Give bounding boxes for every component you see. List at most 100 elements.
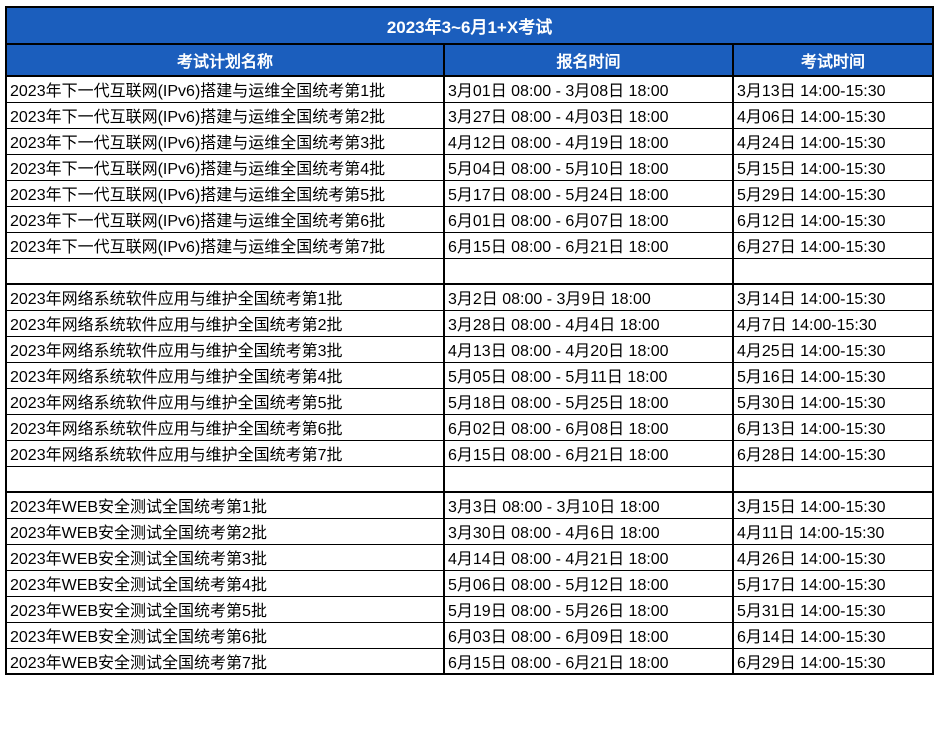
cell-signup-time <box>443 257 734 285</box>
cell-signup-time: 6月15日 08:00 - 6月21日 18:00 <box>443 439 734 467</box>
cell-plan-name: 2023年下一代互联网(IPv6)搭建与运维全国统考第2批 <box>5 101 445 129</box>
cell-plan-name <box>5 257 445 285</box>
cell-plan-name: 2023年WEB安全测试全国统考第1批 <box>5 491 445 519</box>
cell-signup-time: 5月18日 08:00 - 5月25日 18:00 <box>443 387 734 415</box>
cell-plan-name: 2023年下一代互联网(IPv6)搭建与运维全国统考第3批 <box>5 127 445 155</box>
column-header-plan-name: 考试计划名称 <box>5 43 445 77</box>
cell-signup-time: 3月3日 08:00 - 3月10日 18:00 <box>443 491 734 519</box>
cell-exam-time <box>731 257 935 285</box>
cell-exam-time: 3月13日 14:00-15:30 <box>731 75 935 103</box>
spacer-row <box>5 257 935 285</box>
table-row: 2023年WEB安全测试全国统考第2批 3月30日 08:00 - 4月6日 18… <box>5 517 935 545</box>
column-header-exam-time: 考试时间 <box>731 43 935 77</box>
cell-exam-time: 4月25日 14:00-15:30 <box>731 335 935 363</box>
table-row: 2023年WEB安全测试全国统考第4批 5月06日 08:00 - 5月12日 1… <box>5 569 935 597</box>
table-row: 2023年下一代互联网(IPv6)搭建与运维全国统考第2批 3月27日 08:00… <box>5 101 935 129</box>
cell-exam-time: 6月12日 14:00-15:30 <box>731 205 935 233</box>
table-row: 2023年WEB安全测试全国统考第6批 6月03日 08:00 - 6月09日 1… <box>5 621 935 649</box>
cell-plan-name: 2023年WEB安全测试全国统考第2批 <box>5 517 445 545</box>
cell-signup-time: 6月01日 08:00 - 6月07日 18:00 <box>443 205 734 233</box>
title-row: 2023年3~6月1+X考试 <box>4 6 935 45</box>
cell-signup-time: 3月30日 08:00 - 4月6日 18:00 <box>443 517 734 545</box>
cell-exam-time: 5月15日 14:00-15:30 <box>731 153 935 181</box>
cell-signup-time: 6月15日 08:00 - 6月21日 18:00 <box>443 647 734 675</box>
cell-plan-name: 2023年WEB安全测试全国统考第7批 <box>5 647 445 675</box>
exam-table-body: 2023年下一代互联网(IPv6)搭建与运维全国统考第1批 3月01日 08:00… <box>5 75 935 675</box>
cell-plan-name: 2023年网络系统软件应用与维护全国统考第2批 <box>5 309 445 337</box>
table-row: 2023年下一代互联网(IPv6)搭建与运维全国统考第6批 6月01日 08:00… <box>5 205 935 233</box>
cell-exam-time: 5月31日 14:00-15:30 <box>731 595 935 623</box>
cell-exam-time: 6月28日 14:00-15:30 <box>731 439 935 467</box>
cell-exam-time: 5月16日 14:00-15:30 <box>731 361 935 389</box>
table-title: 2023年3~6月1+X考试 <box>4 6 935 45</box>
table-row: 2023年WEB安全测试全国统考第1批 3月3日 08:00 - 3月10日 18… <box>5 491 935 519</box>
cell-exam-time: 4月24日 14:00-15:30 <box>731 127 935 155</box>
table-row: 2023年网络系统软件应用与维护全国统考第6批 6月02日 08:00 - 6月0… <box>5 413 935 441</box>
column-header-signup-time: 报名时间 <box>443 43 734 77</box>
cell-exam-time: 5月30日 14:00-15:30 <box>731 387 935 415</box>
cell-signup-time: 4月12日 08:00 - 4月19日 18:00 <box>443 127 734 155</box>
table-row: 2023年网络系统软件应用与维护全国统考第1批 3月2日 08:00 - 3月9日… <box>5 283 935 311</box>
table-row: 2023年下一代互联网(IPv6)搭建与运维全国统考第7批 6月15日 08:00… <box>5 231 935 259</box>
cell-exam-time: 3月14日 14:00-15:30 <box>731 283 935 311</box>
table-row: 2023年下一代互联网(IPv6)搭建与运维全国统考第1批 3月01日 08:00… <box>5 75 935 103</box>
cell-exam-time: 3月15日 14:00-15:30 <box>731 491 935 519</box>
table-row: 2023年WEB安全测试全国统考第7批 6月15日 08:00 - 6月21日 1… <box>5 647 935 675</box>
cell-plan-name: 2023年下一代互联网(IPv6)搭建与运维全国统考第6批 <box>5 205 445 233</box>
cell-signup-time: 3月2日 08:00 - 3月9日 18:00 <box>443 283 734 311</box>
exam-schedule-table: 2023年3~6月1+X考试 考试计划名称 报名时间 考试时间 2023年下一代… <box>4 6 935 675</box>
cell-signup-time: 3月01日 08:00 - 3月08日 18:00 <box>443 75 734 103</box>
table-row: 2023年网络系统软件应用与维护全国统考第3批 4月13日 08:00 - 4月2… <box>5 335 935 363</box>
cell-exam-time: 4月06日 14:00-15:30 <box>731 101 935 129</box>
table-row: 2023年下一代互联网(IPv6)搭建与运维全国统考第3批 4月12日 08:00… <box>5 127 935 155</box>
cell-plan-name <box>5 465 445 493</box>
cell-plan-name: 2023年下一代互联网(IPv6)搭建与运维全国统考第5批 <box>5 179 445 207</box>
cell-signup-time: 4月13日 08:00 - 4月20日 18:00 <box>443 335 734 363</box>
cell-signup-time: 5月17日 08:00 - 5月24日 18:00 <box>443 179 734 207</box>
cell-signup-time: 5月06日 08:00 - 5月12日 18:00 <box>443 569 734 597</box>
table-row: 2023年下一代互联网(IPv6)搭建与运维全国统考第5批 5月17日 08:00… <box>5 179 935 207</box>
cell-plan-name: 2023年WEB安全测试全国统考第4批 <box>5 569 445 597</box>
cell-exam-time: 6月14日 14:00-15:30 <box>731 621 935 649</box>
cell-exam-time: 6月13日 14:00-15:30 <box>731 413 935 441</box>
cell-plan-name: 2023年网络系统软件应用与维护全国统考第7批 <box>5 439 445 467</box>
cell-plan-name: 2023年下一代互联网(IPv6)搭建与运维全国统考第7批 <box>5 231 445 259</box>
table-row: 2023年下一代互联网(IPv6)搭建与运维全国统考第4批 5月04日 08:00… <box>5 153 935 181</box>
cell-plan-name: 2023年网络系统软件应用与维护全国统考第3批 <box>5 335 445 363</box>
cell-exam-time: 4月7日 14:00-15:30 <box>731 309 935 337</box>
cell-exam-time <box>731 465 935 493</box>
table-row: 2023年网络系统软件应用与维护全国统考第7批 6月15日 08:00 - 6月2… <box>5 439 935 467</box>
table-row: 2023年网络系统软件应用与维护全国统考第2批 3月28日 08:00 - 4月4… <box>5 309 935 337</box>
cell-signup-time: 6月02日 08:00 - 6月08日 18:00 <box>443 413 734 441</box>
cell-exam-time: 5月17日 14:00-15:30 <box>731 569 935 597</box>
cell-plan-name: 2023年网络系统软件应用与维护全国统考第4批 <box>5 361 445 389</box>
cell-signup-time: 3月27日 08:00 - 4月03日 18:00 <box>443 101 734 129</box>
cell-signup-time <box>443 465 734 493</box>
spacer-row <box>5 465 935 493</box>
cell-signup-time: 6月03日 08:00 - 6月09日 18:00 <box>443 621 734 649</box>
cell-exam-time: 6月27日 14:00-15:30 <box>731 231 935 259</box>
cell-exam-time: 6月29日 14:00-15:30 <box>731 647 935 675</box>
cell-plan-name: 2023年WEB安全测试全国统考第5批 <box>5 595 445 623</box>
cell-plan-name: 2023年网络系统软件应用与维护全国统考第6批 <box>5 413 445 441</box>
cell-signup-time: 5月05日 08:00 - 5月11日 18:00 <box>443 361 734 389</box>
header-row: 考试计划名称 报名时间 考试时间 <box>5 43 935 77</box>
cell-plan-name: 2023年网络系统软件应用与维护全国统考第5批 <box>5 387 445 415</box>
cell-plan-name: 2023年下一代互联网(IPv6)搭建与运维全国统考第4批 <box>5 153 445 181</box>
cell-exam-time: 4月26日 14:00-15:30 <box>731 543 935 571</box>
cell-exam-time: 5月29日 14:00-15:30 <box>731 179 935 207</box>
table-row: 2023年WEB安全测试全国统考第3批 4月14日 08:00 - 4月21日 1… <box>5 543 935 571</box>
cell-signup-time: 5月04日 08:00 - 5月10日 18:00 <box>443 153 734 181</box>
cell-plan-name: 2023年下一代互联网(IPv6)搭建与运维全国统考第1批 <box>5 75 445 103</box>
table-row: 2023年WEB安全测试全国统考第5批 5月19日 08:00 - 5月26日 1… <box>5 595 935 623</box>
cell-plan-name: 2023年WEB安全测试全国统考第3批 <box>5 543 445 571</box>
table-row: 2023年网络系统软件应用与维护全国统考第5批 5月18日 08:00 - 5月2… <box>5 387 935 415</box>
cell-signup-time: 3月28日 08:00 - 4月4日 18:00 <box>443 309 734 337</box>
cell-plan-name: 2023年WEB安全测试全国统考第6批 <box>5 621 445 649</box>
cell-signup-time: 4月14日 08:00 - 4月21日 18:00 <box>443 543 734 571</box>
cell-plan-name: 2023年网络系统软件应用与维护全国统考第1批 <box>5 283 445 311</box>
cell-exam-time: 4月11日 14:00-15:30 <box>731 517 935 545</box>
table-row: 2023年网络系统软件应用与维护全国统考第4批 5月05日 08:00 - 5月1… <box>5 361 935 389</box>
cell-signup-time: 5月19日 08:00 - 5月26日 18:00 <box>443 595 734 623</box>
